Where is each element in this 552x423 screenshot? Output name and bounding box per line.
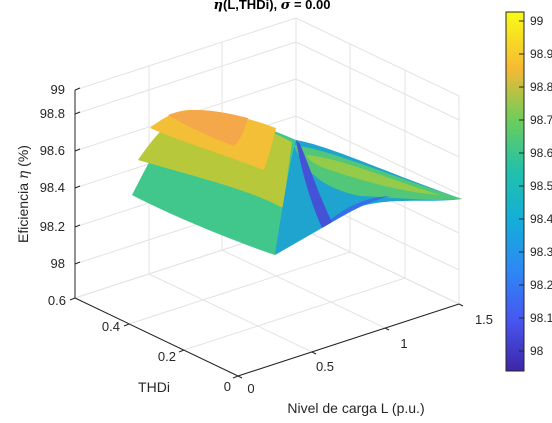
- y-tick-label: 0: [224, 379, 231, 394]
- x-tick-label: 1: [400, 336, 407, 351]
- x-axis-line: [237, 303, 460, 377]
- colorbar-tick-label: 98.2: [530, 278, 552, 292]
- y-axis-label: THDi: [138, 379, 170, 395]
- colorbar-tick-label: 98.9: [530, 47, 552, 61]
- colorbar-gradient: [505, 11, 525, 372]
- z-tick-label: 98: [51, 256, 65, 271]
- colorbar-tick-label: 98: [530, 344, 544, 358]
- z-tick-label: 98.6: [40, 143, 65, 158]
- title-value: = 0.00: [290, 0, 330, 12]
- z-tick-label: 98.2: [40, 219, 65, 234]
- colorbar-tick-label: 98.7: [530, 113, 552, 127]
- title-sigma: σ: [281, 0, 291, 13]
- z-tick-label: 99: [51, 82, 65, 97]
- z-axis-label: Eficiencia η (%): [15, 145, 32, 243]
- axis-lines: [74, 90, 460, 377]
- y-tick-label: 0.6: [48, 293, 66, 308]
- colorbar-tick-label: 98.6: [530, 146, 552, 160]
- colorbar-tick-label: 98.5: [530, 179, 552, 193]
- z-tick-label: 98.8: [40, 106, 65, 121]
- colorbar: 98 98.1 98.2 98.3 98.4 98.5 98.6 98.7 98…: [505, 11, 552, 372]
- z-ticks: [74, 87, 81, 265]
- x-tick-label: 0: [247, 381, 254, 396]
- colorbar-tick-label: 98.8: [530, 80, 552, 94]
- colorbar-tick-label: 98.3: [530, 245, 552, 259]
- z-axis-label-unit: (%): [15, 145, 31, 171]
- colorbar-tick-label: 98.4: [530, 212, 552, 226]
- colorbar-tick-label: 99: [530, 14, 544, 28]
- colorbar-tick-label: 98.1: [530, 311, 552, 325]
- z-tick-label: 98.4: [40, 180, 65, 195]
- y-ticks: [69, 297, 239, 379]
- y-tick-label: 0.4: [102, 319, 120, 334]
- x-axis-label: Nivel de carga L (p.u.): [287, 400, 424, 416]
- x-tick-label: 1.5: [475, 312, 493, 327]
- chart-title: η(L,THDi), σ = 0.00: [214, 0, 331, 13]
- title-args: (L,THDi),: [223, 0, 281, 12]
- title-eta: η: [214, 0, 223, 13]
- z-axis-label-prefix: Eficiencia: [15, 179, 31, 243]
- y-axis-line: [74, 297, 239, 377]
- x-tick-label: 0.5: [316, 359, 334, 374]
- y-tick-label: 0.2: [158, 349, 176, 364]
- efficiency-surface: [132, 110, 462, 255]
- z-axis-label-eta: η: [16, 170, 32, 179]
- x-ticks: [237, 303, 464, 379]
